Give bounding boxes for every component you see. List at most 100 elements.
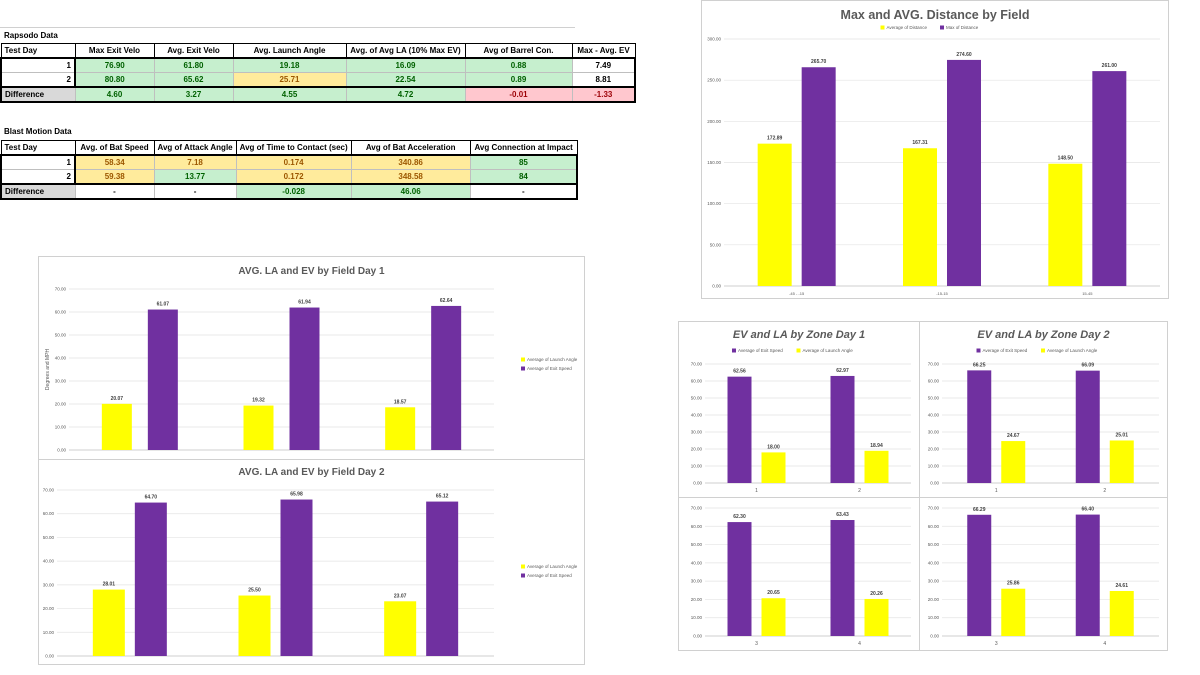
- data-cell[interactable]: 7.18: [153, 154, 237, 170]
- x-tick-label: 2: [1103, 488, 1106, 494]
- chart-ev-la-zone-day1[interactable]: EV and LA by Zone Day 1 0.00 10.00 20.00 30.…: [678, 321, 920, 498]
- test-day-cell[interactable]: 1: [0, 57, 76, 73]
- data-label: 25.50: [248, 588, 261, 594]
- chart-svg: 0.00 10.00 20.00 30.00 40.00 50.00 60.00 70.00 6…: [691, 506, 911, 647]
- y-tick-label: 250.00: [707, 78, 721, 83]
- bar: [830, 520, 855, 636]
- legend-swatch: [976, 348, 981, 353]
- data-cell[interactable]: 16.09: [345, 57, 466, 73]
- difference-cell[interactable]: -0.01: [464, 86, 573, 103]
- chart-distance-by-field[interactable]: Max and AVG. Distance by Field 0.00 50.00 1…: [701, 0, 1169, 299]
- y-axis-label: Degrees and MPH: [45, 349, 51, 391]
- difference-cell[interactable]: -: [469, 183, 579, 200]
- data-cell[interactable]: 80.80: [74, 72, 155, 88]
- bar: [864, 598, 889, 636]
- column-header[interactable]: Avg of Bat Acceleration: [350, 140, 471, 156]
- bar: [1109, 590, 1134, 636]
- data-label: 24.67: [1007, 433, 1020, 439]
- y-tick-label: 20.00: [928, 447, 940, 452]
- y-tick-label: 10.00: [928, 464, 940, 469]
- y-tick-label: 10.00: [43, 630, 55, 635]
- data-label: 66.09: [1081, 363, 1094, 369]
- data-cell[interactable]: 340.86: [350, 154, 471, 170]
- data-cell[interactable]: 84: [469, 169, 579, 185]
- sheet-divider: [0, 27, 575, 28]
- difference-cell[interactable]: -: [74, 183, 155, 200]
- column-header[interactable]: Avg. Launch Angle: [232, 43, 347, 59]
- x-tick-label: 3: [995, 641, 998, 647]
- column-header[interactable]: Avg. of Bat Speed: [74, 140, 155, 156]
- column-header[interactable]: Avg. of Avg LA (10% Max EV): [345, 43, 466, 59]
- y-tick-label: 0.00: [693, 481, 702, 486]
- chart-ev-la-zone-day2-lower[interactable]: 0.00 10.00 20.00 30.00 40.00 50.00 60.00 70.00 6…: [919, 497, 1168, 651]
- legend-swatch: [732, 348, 736, 353]
- data-cell[interactable]: 13.77: [153, 169, 237, 185]
- difference-cell[interactable]: -: [153, 183, 237, 200]
- data-cell[interactable]: 22.54: [345, 72, 466, 88]
- data-label: 25.01: [1115, 432, 1128, 438]
- column-header[interactable]: Avg of Attack Angle: [153, 140, 237, 156]
- bar: [727, 522, 752, 636]
- data-cell[interactable]: 58.34: [74, 154, 155, 170]
- difference-label[interactable]: Difference: [0, 86, 76, 103]
- data-cell[interactable]: 0.174: [235, 154, 352, 170]
- blast-table: Test Day Avg. of Bat Speed Avg of Attack…: [0, 140, 579, 200]
- difference-cell[interactable]: 4.60: [74, 86, 155, 103]
- x-tick-label: -45 - -15: [789, 291, 805, 296]
- difference-cell[interactable]: -1.33: [571, 86, 636, 103]
- data-label: 62.56: [733, 369, 746, 375]
- bar: [1109, 440, 1134, 483]
- data-label: 20.07: [111, 396, 124, 402]
- data-cell[interactable]: 59.38: [74, 169, 155, 185]
- bar: [1001, 588, 1026, 636]
- bar: [1048, 163, 1083, 286]
- y-tick-label: 50.00: [43, 535, 55, 540]
- bar: [92, 589, 125, 656]
- test-day-cell[interactable]: 2: [0, 72, 76, 88]
- data-cell[interactable]: 8.81: [571, 72, 636, 88]
- rapsodo-header-row: Test Day Max Exit Velo Avg. Exit Velo Av…: [0, 43, 636, 59]
- data-cell[interactable]: 61.80: [153, 57, 234, 73]
- column-header[interactable]: Max - Avg. EV: [571, 43, 636, 59]
- difference-cell[interactable]: 4.55: [232, 86, 347, 103]
- difference-cell[interactable]: -0.028: [235, 183, 352, 200]
- chart-svg: AVG. LA and EV by Field Day 2 0.00 10.00 20…: [43, 467, 578, 659]
- y-tick-label: 60.00: [55, 310, 67, 315]
- data-cell[interactable]: 25.71: [232, 72, 347, 88]
- y-tick-label: 0.00: [693, 634, 702, 639]
- y-tick-label: 20.00: [691, 597, 703, 602]
- data-cell[interactable]: 7.49: [571, 57, 636, 73]
- table-row: 1 58.34 7.18 0.174 340.86 85: [0, 154, 579, 170]
- difference-cell[interactable]: 4.72: [345, 86, 466, 103]
- y-tick-label: 70.00: [928, 506, 940, 511]
- data-cell[interactable]: 0.88: [464, 57, 573, 73]
- data-label: 28.01: [103, 582, 116, 588]
- chart-la-ev-field-day1[interactable]: AVG. LA and EV by Field Day 1 0.00 10.00 20…: [38, 256, 585, 461]
- x-tick-label: 3: [755, 641, 758, 647]
- chart-ev-la-zone-day2[interactable]: EV and LA by Zone Day 2 0.00 10.00 20.00 30.…: [919, 321, 1168, 498]
- column-header[interactable]: Avg of Time to Contact (sec): [235, 140, 352, 156]
- bar: [947, 59, 981, 287]
- data-cell[interactable]: 76.90: [74, 57, 155, 73]
- x-tick-label: 4: [858, 641, 861, 647]
- data-cell[interactable]: 348.58: [350, 169, 471, 185]
- column-header[interactable]: Avg. Exit Velo: [153, 43, 234, 59]
- data-cell[interactable]: 0.172: [235, 169, 352, 185]
- data-cell[interactable]: 19.18: [232, 57, 347, 73]
- legend-label: Average of Exit Speed: [527, 366, 572, 371]
- column-header[interactable]: Max Exit Velo: [74, 43, 155, 59]
- test-day-cell[interactable]: 2: [0, 169, 76, 185]
- chart-la-ev-field-day2[interactable]: AVG. LA and EV by Field Day 2 0.00 10.00 20…: [38, 459, 585, 665]
- column-header[interactable]: Avg of Barrel Con.: [464, 43, 573, 59]
- data-cell[interactable]: 65.62: [153, 72, 234, 88]
- column-header[interactable]: Test Day: [0, 43, 76, 59]
- column-header[interactable]: Test Day: [0, 140, 76, 156]
- difference-cell[interactable]: 3.27: [153, 86, 234, 103]
- difference-label[interactable]: Difference: [0, 183, 76, 200]
- test-day-cell[interactable]: 1: [0, 154, 76, 170]
- data-cell[interactable]: 0.89: [464, 72, 573, 88]
- column-header[interactable]: Avg Connection at Impact: [469, 140, 578, 156]
- difference-cell[interactable]: 46.06: [350, 183, 471, 200]
- data-cell[interactable]: 85: [469, 154, 579, 170]
- chart-ev-la-zone-day1-lower[interactable]: 0.00 10.00 20.00 30.00 40.00 50.00 60.00 70.00 6…: [678, 497, 920, 651]
